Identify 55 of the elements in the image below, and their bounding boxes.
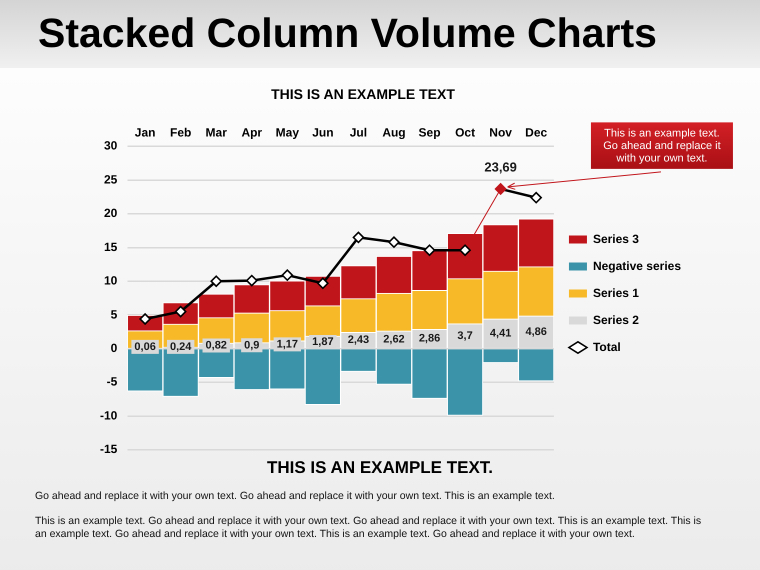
y-tick-label: 0 [110,340,118,355]
text: Go ahead and replace it with your own text. Go ahead and replace it with your own text. This is an example text. [35,490,556,503]
y-tick-label: 5 [110,307,118,322]
data-label: 0,82 [206,340,227,352]
x-tick-label: Nov [489,126,512,140]
x-tick-label: Feb [170,126,192,140]
x-tick-label: May [276,126,300,140]
y-tick-label: 15 [104,240,118,254]
point [282,269,294,281]
data-label: 0,24 [170,340,192,353]
data-label: 2,43 [348,334,370,346]
y-tick-label: 30 [104,138,118,153]
point [494,183,506,195]
x-tick-label: Jan [134,126,156,140]
text: This is an example text. Go ahead and replace it with your own text. Go ahead and replace it with your own text. This is an example text. This is an example text. Go ahead and replace it with your own text. This is an example text. Go ahead and replace it with your own text. [35,515,702,541]
y-tick-label: 20 [104,206,118,220]
x-tick-label: Sep [418,126,441,140]
data-label: 3,7 [457,330,473,342]
x-tick-label: Jun [312,126,334,140]
data-label: 0,06 [134,340,156,353]
text: THIS IS AN EXAMPLE TEXT. [266,458,494,478]
data-label: 4,86 [525,326,547,338]
data-label: 2,62 [383,333,405,346]
data-label: 2,86 [418,332,440,345]
point [246,274,258,286]
x-tick-label: Dec [525,126,548,140]
legend-label: Series 3 [592,232,640,246]
point [317,277,329,290]
legend-label: Series 1 [592,286,640,300]
x-tick-label: Apr [241,126,262,140]
data-label: 4,41 [490,327,512,340]
legend-label: Total [592,340,621,354]
data-label: 23,69 [484,160,517,175]
point [424,244,436,256]
y-tick-label: -15 [100,442,118,456]
x-tick-label: Jul [350,126,368,140]
annotation: This is an example text. Go ahead and replace it with your own text. [603,128,721,165]
chart-subtitle: THIS IS AN EXAMPLE TEXT [270,86,456,102]
point [352,232,364,244]
data-label: 1,87 [312,336,334,348]
legend-label: Series 2 [592,312,640,327]
y-tick-label: 25 [104,172,118,186]
point [530,192,542,204]
y-tick-label: 10 [104,274,118,288]
point [388,236,400,248]
x-tick-label: Mar [206,126,228,140]
data-label: 1,17 [276,338,298,350]
y-tick-label: -10 [100,408,118,422]
legend-label: Negative series [592,258,682,273]
x-tick-label: Oct [455,126,476,140]
x-tick-label: Aug [382,126,406,140]
data-label: 0,9 [244,339,260,352]
chart-title: Stacked Column Volume Charts [38,9,657,57]
point [210,275,222,288]
y-tick-label: -5 [106,374,118,389]
